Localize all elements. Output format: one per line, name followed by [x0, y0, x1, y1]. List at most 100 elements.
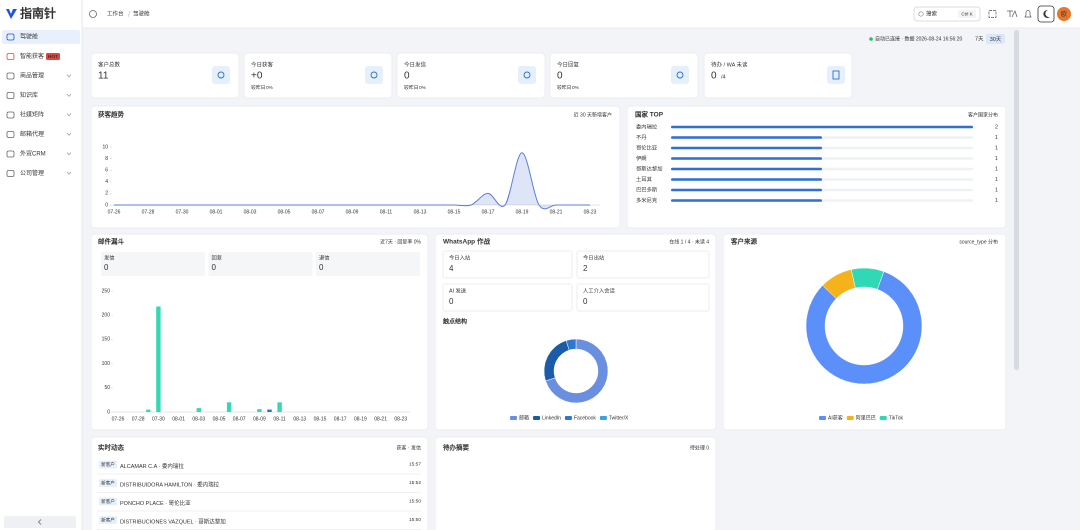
bell-icon[interactable]: [1024, 10, 1032, 18]
x-tick-label: 08-01: [172, 416, 185, 422]
breadcrumb-sep: [127, 10, 131, 18]
menu-item[interactable]: 外贸CRM: [20, 150, 46, 158]
chart-title: 触点结构: [442, 318, 467, 326]
wa-value: 0: [449, 297, 454, 306]
legend-swatch: [846, 416, 854, 420]
card-title: 待办摘要: [443, 443, 470, 452]
stat-card: [703, 52, 853, 99]
stat-label: 今日获客: [251, 60, 274, 68]
card-subtitle: 近 30 天新增客户: [574, 111, 612, 118]
activity-text: DISTRIBUIDORA HAMILTON · 委内瑞拉: [120, 480, 220, 488]
menu-icon: [6, 150, 15, 158]
menu-item[interactable]: 社媒矩阵: [20, 111, 44, 119]
x-tick-label: 08-13: [293, 416, 306, 422]
wa-box: [576, 283, 710, 312]
menu-item[interactable]: 公司管理: [20, 169, 44, 177]
donut-segment: [850, 267, 885, 290]
menu-item[interactable]: 知识库: [20, 91, 38, 99]
country-value: 1: [995, 145, 998, 151]
card-title: 邮件漏斗: [98, 237, 125, 246]
menu-active: [2, 30, 80, 44]
activity-time: 15:52: [409, 480, 421, 486]
stat-card: [243, 52, 393, 99]
wa-box: [442, 283, 573, 312]
x-tick-label: 08-19: [354, 416, 367, 422]
y-tick-label: 50: [104, 385, 110, 391]
country-value: 2: [995, 124, 998, 130]
card: [434, 436, 717, 530]
funnel-value: 0: [212, 263, 217, 272]
refresh-icon[interactable]: [89, 10, 97, 18]
wa-value: 4: [449, 264, 454, 273]
legend-swatch: [599, 416, 607, 420]
chevron: [66, 171, 72, 175]
stat-icon-box: [212, 66, 230, 84]
donut-segment: [805, 271, 923, 385]
hot-badge: [46, 53, 60, 60]
country-value: 1: [995, 177, 998, 183]
x-tick-label: 08-07: [233, 416, 246, 422]
stat-icon-box: [365, 66, 383, 84]
menu-item[interactable]: 驾驶舱: [20, 33, 38, 41]
y-tick-label: 10: [102, 144, 108, 150]
collapse-button[interactable]: [4, 516, 76, 528]
x-tick-label: 08-23: [394, 416, 407, 422]
stat-label: 今日发信: [404, 60, 427, 68]
translate-icon[interactable]: [1007, 10, 1018, 18]
chevron: [66, 93, 72, 97]
theme-button[interactable]: [1037, 5, 1055, 23]
country-label: 哥伦比亚: [636, 143, 658, 151]
funnel-label: 退信: [319, 253, 330, 261]
legend-swatch: [879, 416, 887, 420]
country-bar: [671, 136, 822, 139]
y-tick-label: 8: [105, 156, 108, 162]
x-tick-label: 07-26: [108, 209, 121, 215]
x-tick-label: 08-21: [550, 209, 563, 215]
legend-label: Facebook: [574, 415, 596, 421]
country-bar: [671, 125, 973, 129]
scrollbar: [1014, 30, 1019, 370]
shortcut: Ctrl K: [961, 11, 972, 16]
menu-item[interactable]: 智能获客: [20, 52, 44, 60]
activity-text: PONCHO PLACE · 哥伦比亚: [120, 499, 191, 507]
y-tick-label: 200: [102, 313, 111, 319]
bar: [277, 402, 282, 412]
country-value: 1: [995, 187, 998, 193]
bar: [146, 409, 151, 412]
avatar[interactable]: [1057, 7, 1071, 21]
menu-icon: [6, 33, 15, 41]
card: [626, 105, 1007, 229]
card-title: 国家 TOP: [635, 110, 664, 119]
country-value: 1: [995, 156, 998, 162]
menu-item[interactable]: 商品管理: [20, 72, 44, 80]
wa-label: 今日出站: [583, 253, 605, 261]
bar: [267, 409, 272, 412]
moon-icon: [1043, 9, 1050, 18]
x-tick-label: 08-09: [253, 416, 266, 422]
chevron: [66, 74, 72, 78]
logo-icon: [6, 9, 17, 19]
tag: [99, 516, 117, 524]
y-tick-label: 100: [102, 361, 111, 367]
legend-label: 阿里巴巴: [856, 414, 876, 421]
card-subtitle: 在线 1 / 4 · 未读 4: [669, 238, 709, 245]
x-tick-label: 07-30: [176, 209, 189, 215]
x-tick-label: 08-19: [516, 209, 529, 215]
x-tick-label: 08-05: [278, 209, 291, 215]
stat-sub: 较昨日: [557, 84, 571, 91]
card: [90, 436, 429, 530]
funnel-value: 0: [319, 263, 324, 272]
stat-card: [396, 52, 546, 99]
menu-item[interactable]: 邮箱代理: [20, 130, 44, 138]
card: [434, 233, 717, 431]
tag-text: 新客户: [101, 479, 115, 486]
collapse-icon: [37, 519, 42, 525]
stat-label: 今日回复: [557, 60, 580, 68]
x-tick-label: 08-05: [213, 416, 226, 422]
range-option[interactable]: 7天: [975, 35, 984, 42]
card: [90, 233, 429, 431]
x-tick-label: 08-11: [273, 416, 286, 422]
fullscreen-icon[interactable]: [988, 10, 997, 18]
range-active[interactable]: [986, 34, 1005, 44]
x-tick-label: 07-26: [112, 416, 125, 422]
